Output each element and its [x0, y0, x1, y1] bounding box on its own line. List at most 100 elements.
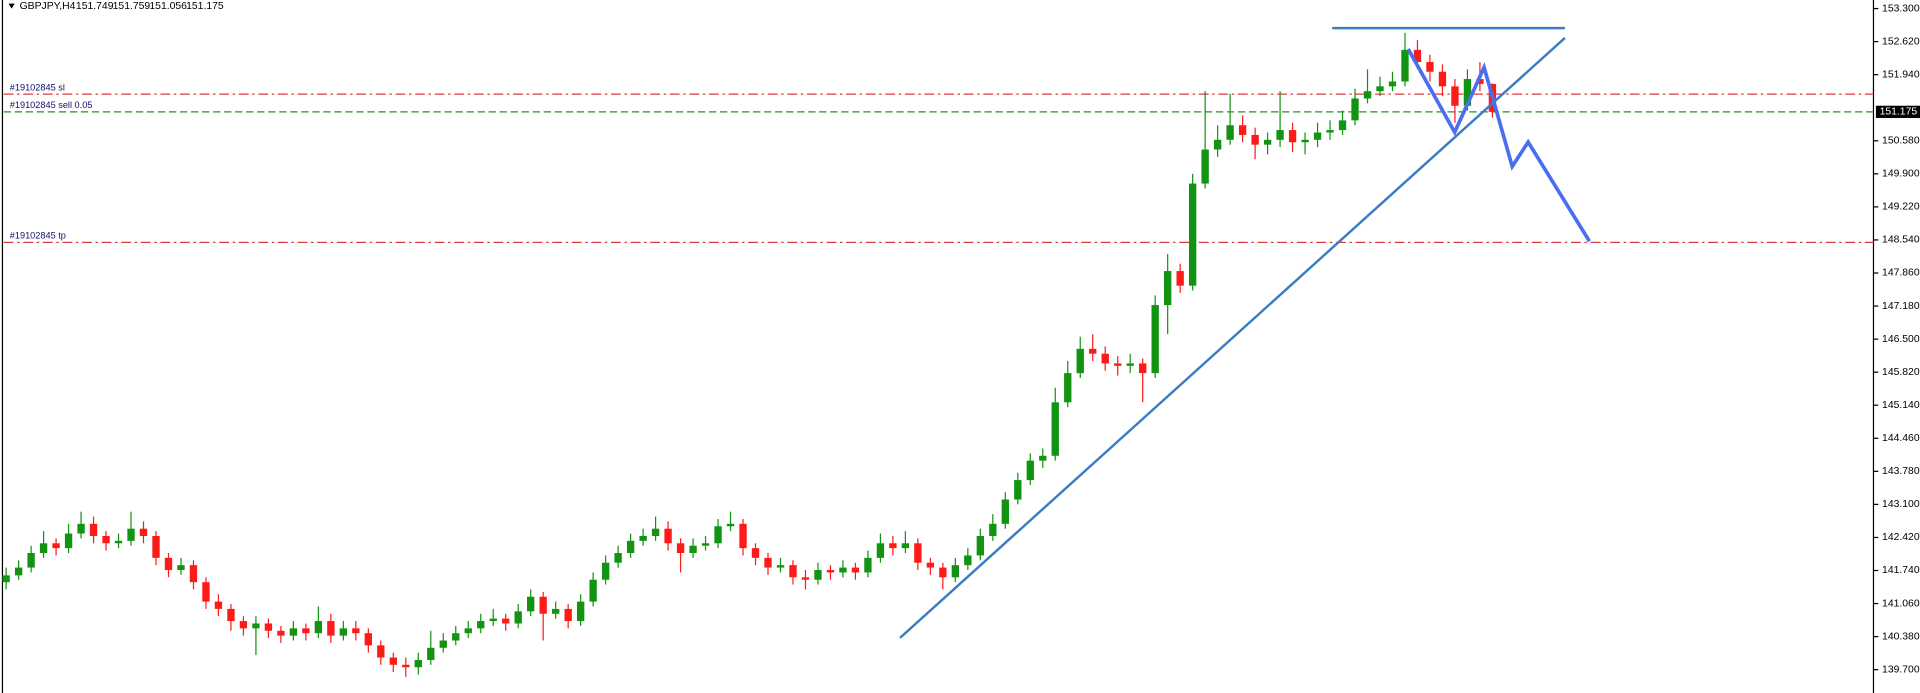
- y-tick-label: 143.100: [1882, 499, 1920, 510]
- candle-body: [689, 545, 697, 553]
- candle-body: [539, 596, 547, 614]
- candle-body: [1051, 402, 1059, 456]
- candle-body: [402, 664, 410, 668]
- candle-body: [714, 526, 722, 544]
- candle-body: [1351, 98, 1359, 121]
- candle-body: [976, 535, 984, 556]
- candle-body: [1376, 86, 1384, 92]
- y-tick-label: 153.300: [1882, 3, 1920, 14]
- candle-body: [901, 543, 910, 549]
- candle-body: [314, 621, 323, 634]
- y-tick-label: 145.820: [1882, 367, 1920, 378]
- candle-body: [114, 540, 123, 544]
- candle-body: [339, 628, 348, 636]
- candle-body: [1001, 499, 1009, 524]
- candle-body: [801, 577, 810, 580]
- current-price-label: 151.175: [1880, 107, 1918, 118]
- y-tick-label: 145.140: [1882, 400, 1920, 411]
- y-tick-label: 141.060: [1882, 598, 1920, 609]
- candle-body: [601, 562, 610, 580]
- y-tick-label: 141.740: [1882, 565, 1920, 576]
- candle-body: [414, 659, 422, 668]
- candle-body: [1188, 183, 1197, 286]
- candle-body: [164, 557, 173, 571]
- y-tick-label: 148.540: [1882, 235, 1920, 246]
- candle-body: [139, 528, 148, 536]
- candle-body: [214, 601, 223, 609]
- candle-body: [564, 608, 572, 622]
- candle-body: [1201, 149, 1209, 184]
- y-tick-label: 144.460: [1882, 433, 1920, 444]
- candle-body: [1114, 363, 1122, 366]
- candle-body: [27, 553, 35, 568]
- candle-body: [452, 633, 460, 641]
- candle-body: [227, 608, 235, 622]
- order-label: #19102845 sl: [10, 82, 65, 92]
- candle-body: [639, 535, 647, 541]
- y-tick-label: 147.860: [1882, 268, 1920, 279]
- candle-body: [676, 543, 685, 553]
- candle-body: [252, 623, 260, 629]
- candle-body: [964, 555, 972, 566]
- header-high: 151.759: [113, 1, 151, 12]
- candle-body: [52, 543, 60, 549]
- header-open: 151.749: [76, 1, 114, 12]
- y-tick-label: 152.620: [1882, 36, 1920, 47]
- candle-body: [1363, 91, 1372, 99]
- y-tick-label: 140.380: [1882, 631, 1920, 642]
- candle-body: [1151, 305, 1159, 374]
- candle-body: [1438, 71, 1447, 87]
- order-label: #19102845 sell 0.05: [10, 100, 93, 110]
- candle-body: [851, 567, 860, 573]
- candle-body: [1476, 79, 1484, 84]
- candle-body: [1126, 363, 1134, 366]
- candle-body: [876, 543, 885, 558]
- candle-body: [1226, 125, 1234, 140]
- candle-body: [764, 557, 772, 568]
- candle-body: [739, 523, 747, 549]
- candle-body: [1213, 139, 1222, 150]
- candle-body: [614, 553, 622, 563]
- candle-body: [1089, 348, 1097, 354]
- candle-body: [1301, 139, 1309, 143]
- candle-body: [202, 582, 210, 602]
- candle-body: [1176, 271, 1184, 286]
- y-tick-label: 147.180: [1882, 301, 1920, 312]
- candle-body: [914, 543, 922, 563]
- candle-body: [1064, 373, 1072, 403]
- candle-body: [277, 630, 285, 636]
- header-close: 151.175: [186, 1, 224, 12]
- candle-body: [89, 523, 98, 536]
- candle-body: [951, 565, 960, 578]
- candle-body: [14, 567, 23, 576]
- candle-body: [327, 621, 335, 636]
- candle-body: [377, 645, 385, 658]
- candle-body: [439, 640, 447, 648]
- candle-body: [1164, 271, 1172, 306]
- candle-body: [352, 628, 360, 634]
- candle-body: [826, 570, 835, 573]
- candle-body: [1288, 130, 1297, 143]
- candle-body: [177, 565, 185, 571]
- y-tick-label: 146.500: [1882, 334, 1920, 345]
- y-tick-label: 139.700: [1882, 664, 1920, 675]
- candle-body: [1451, 86, 1459, 106]
- candle-body: [289, 628, 298, 636]
- candle-body: [589, 579, 597, 602]
- plot: [2, 32, 1874, 677]
- candle-body: [77, 523, 85, 534]
- candle-body: [839, 567, 847, 573]
- candle-body: [427, 647, 435, 660]
- candle-body: [1463, 79, 1472, 106]
- candle-body: [2, 575, 10, 583]
- trend-line: [899, 37, 1566, 639]
- candle-body: [889, 543, 897, 549]
- projection-zigzag: [1406, 48, 1591, 243]
- candle-body: [651, 528, 660, 536]
- candle-body: [926, 562, 935, 568]
- candle-body: [264, 623, 273, 631]
- candle-body: [152, 535, 160, 558]
- symbol-label: GBPJPY,H4: [20, 1, 76, 12]
